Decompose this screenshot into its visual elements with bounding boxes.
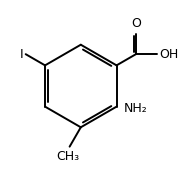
Text: CH₃: CH₃ (56, 150, 79, 163)
Text: OH: OH (159, 48, 178, 61)
Text: NH₂: NH₂ (123, 102, 147, 115)
Text: I: I (19, 48, 23, 61)
Text: O: O (131, 17, 141, 30)
